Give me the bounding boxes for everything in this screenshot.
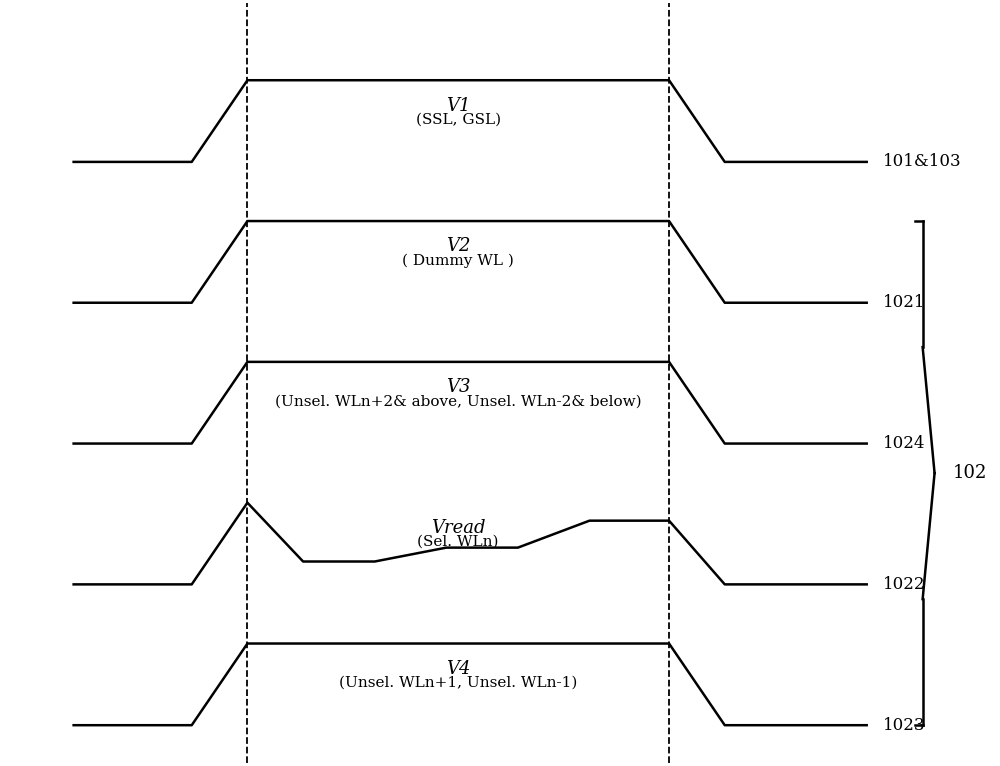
Text: Vread: Vread bbox=[431, 519, 485, 537]
Text: ( Dummy WL ): ( Dummy WL ) bbox=[402, 254, 514, 267]
Text: 1024: 1024 bbox=[883, 435, 925, 452]
Text: V2: V2 bbox=[446, 237, 470, 255]
Text: (Sel. WLn): (Sel. WLn) bbox=[417, 535, 499, 549]
Text: V4: V4 bbox=[446, 660, 470, 678]
Text: 101&103: 101&103 bbox=[883, 153, 961, 170]
Text: (Unsel. WLn+1, Unsel. WLn-1): (Unsel. WLn+1, Unsel. WLn-1) bbox=[339, 676, 577, 690]
Text: 1023: 1023 bbox=[883, 717, 925, 734]
Text: 1021: 1021 bbox=[883, 294, 925, 311]
Text: 102: 102 bbox=[952, 464, 987, 482]
Text: V1: V1 bbox=[446, 97, 470, 115]
Text: 1022: 1022 bbox=[883, 576, 925, 593]
Text: V3: V3 bbox=[446, 378, 470, 396]
Text: (SSL, GSL): (SSL, GSL) bbox=[416, 113, 501, 126]
Text: (Unsel. WLn+2& above, Unsel. WLn-2& below): (Unsel. WLn+2& above, Unsel. WLn-2& belo… bbox=[275, 394, 642, 408]
